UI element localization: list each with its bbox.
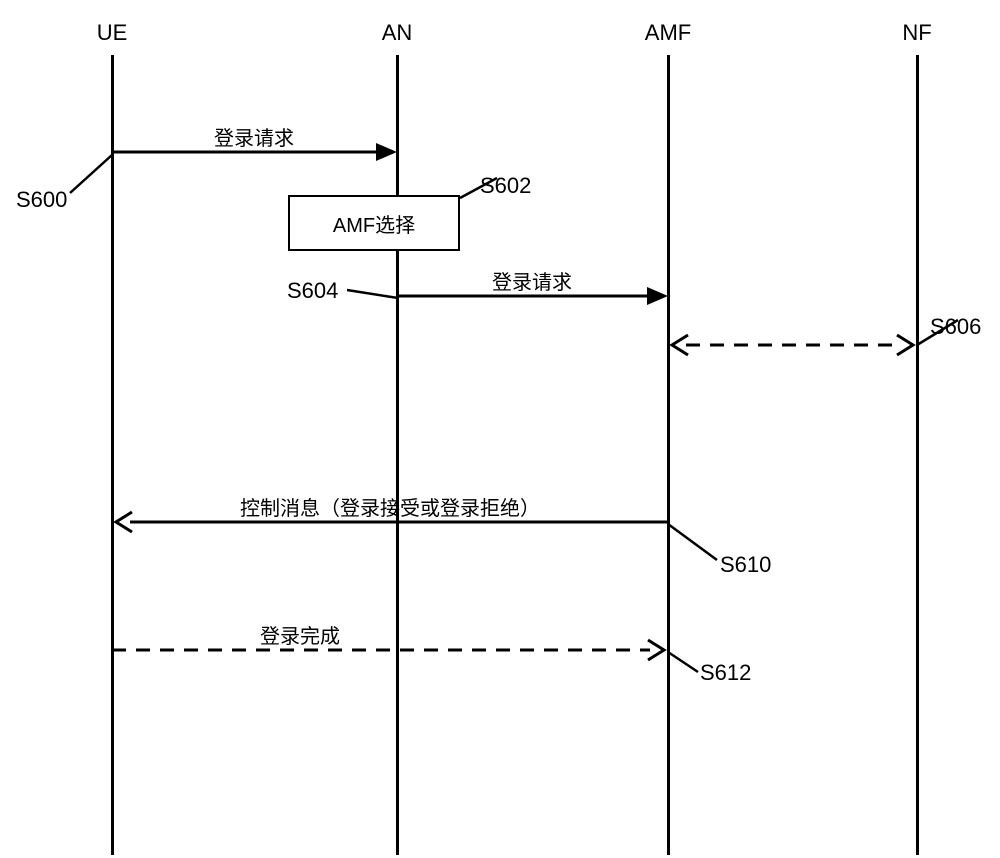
callout-s600 [0,0,1000,858]
